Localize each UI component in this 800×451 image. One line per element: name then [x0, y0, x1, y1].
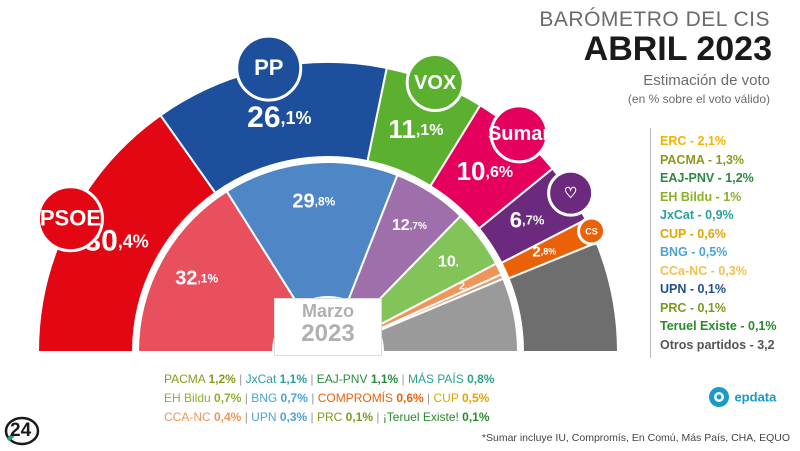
- legend-item: ERC - 2,1%: [660, 134, 726, 148]
- april-logo-text-vox: VOX: [414, 72, 457, 94]
- march-other-value: 0,5%: [461, 391, 490, 405]
- legend-item: CCa-NC - 0,3%: [660, 263, 747, 278]
- legend-item: CUP - 0,6%: [660, 226, 726, 241]
- legend-box: [650, 128, 800, 358]
- header-subtitle-note: (en % sobre el voto válido): [627, 92, 770, 106]
- legend-item: EH Bildu - 1%: [660, 189, 742, 204]
- header-title-top: BARÓMETRO DEL CIS: [539, 8, 770, 31]
- march-other-name: PRC: [316, 410, 346, 424]
- separator: |: [373, 410, 383, 424]
- march-other-name: EH Bildu: [164, 391, 215, 405]
- separator: |: [307, 391, 318, 405]
- logo-24: 24: [4, 416, 40, 446]
- april-logo-vox: [405, 53, 465, 113]
- march-other-value: 0,1%: [345, 410, 374, 424]
- march-label-year: 2023: [301, 320, 355, 347]
- header-title-main: ABRIL 2023: [583, 30, 772, 68]
- march-other-value: 0,7%: [280, 391, 308, 405]
- separator: |: [241, 391, 252, 405]
- april-logo-text-cs: CS: [585, 226, 598, 236]
- separator: |: [423, 391, 434, 405]
- march-other-value: 0,8%: [467, 372, 495, 386]
- separator: |: [307, 410, 317, 424]
- march-others-line-1: PACMA 1,2% | JxCat 1,1% | EAJ-PNV 1,1% |…: [164, 370, 494, 389]
- march-others-line-2: EH Bildu 0,7% | BNG 0,7% | COMPROMÍS 0,6…: [164, 389, 494, 408]
- header-subtitle: Estimación de voto: [643, 72, 770, 89]
- march-other-name: BNG: [251, 391, 281, 405]
- april-value-label-podemos: 6,7%: [510, 207, 545, 232]
- epdata-icon: [709, 387, 729, 407]
- march-other-name: ¡Teruel Existe!: [382, 410, 463, 424]
- separator: |: [241, 410, 252, 424]
- april-logo-cs: [577, 216, 607, 246]
- march-other-value: 1,1%: [279, 372, 307, 386]
- march-other-value: 1,1%: [370, 372, 399, 386]
- march-other-value: 1,2%: [208, 372, 236, 386]
- april-logo-pp: [235, 34, 303, 102]
- march-other-value: 0,3%: [279, 410, 308, 424]
- march-value-label-pp: 29,8%: [292, 191, 335, 213]
- april-value-label-vox: 11,1%: [388, 114, 443, 144]
- march-other-name: EAJ-PNV: [316, 372, 371, 386]
- april-logo-podemos: [547, 169, 595, 217]
- april-logo-sumar: [489, 104, 549, 164]
- footnote: *Sumar incluye IU, Compromís, En Comú, M…: [481, 432, 790, 444]
- legend-item: BNG - 0,5%: [660, 245, 728, 259]
- march-other-value: 0,7%: [214, 391, 242, 405]
- april-value-label-sumar: 10,6%: [457, 156, 513, 186]
- april-logo-text-pp: PP: [254, 55, 283, 80]
- april-logo-psoe: [36, 185, 104, 253]
- march-2023-labels: 32,1% 29,8% 12,7% 10,2,: [175, 191, 467, 292]
- logo-24-text: 24: [10, 420, 32, 441]
- march-other-name: UPN: [251, 410, 280, 424]
- march-other-value: 0,6%: [396, 391, 424, 405]
- march-others-box: PACMA 1,2% | JxCat 1,1% | EAJ-PNV 1,1% |…: [164, 370, 494, 427]
- april-2023-labels: 30,4%PSOE26,1%PP11,1%VOX10,6%Sumar6,7%♡2…: [36, 34, 607, 261]
- march-2023-ring: [136, 161, 520, 353]
- march-value-label-vox: 10,: [438, 254, 459, 271]
- march-other-value: 0,4%: [214, 410, 242, 424]
- legend-item: PACMA - 1,3%: [660, 152, 745, 167]
- april-logo-text-sumar: Sumar: [488, 123, 550, 145]
- march-other-name: MÁS PAÍS: [407, 372, 468, 386]
- separator: |: [398, 372, 408, 386]
- march-other-name: JxCat: [245, 372, 280, 386]
- legend-item: Teruel Existe - 0,1%: [660, 319, 777, 333]
- march-other-name: PACMA: [164, 372, 209, 386]
- logo-24-icon: [4, 416, 40, 446]
- separator: |: [235, 372, 246, 386]
- epdata-text: epdata: [734, 389, 777, 405]
- april-logo-text-podemos: ♡: [564, 185, 577, 202]
- april-value-label-cs: 2,8%: [532, 244, 556, 261]
- legend-item: EAJ-PNV - 1,2%: [660, 171, 754, 185]
- epdata-logo: epdata: [708, 386, 776, 408]
- legend-item: JxCat - 0,9%: [660, 208, 734, 222]
- april-value-label-pp: 26,1%: [247, 101, 311, 134]
- march-label-box: Marzo 2023: [274, 298, 382, 356]
- march-other-name: COMPROMÍS: [317, 391, 397, 405]
- april-logo-text-psoe: PSOE: [40, 206, 101, 231]
- march-value-label-psoe: 32,1%: [175, 268, 218, 290]
- separator: |: [307, 372, 317, 386]
- march-label-month: Marzo: [301, 301, 354, 321]
- legend-item: UPN - 0,1%: [660, 282, 726, 296]
- march-other-name: CCA-NC: [164, 410, 214, 424]
- legend-item: Otros partidos - 3,2: [660, 337, 775, 352]
- march-others-line-3: CCA-NC 0,4% | UPN 0,3% | PRC 0,1% | ¡Ter…: [164, 408, 494, 427]
- april-slice-otros: [507, 241, 620, 353]
- march-value-label-cs: 2,: [459, 280, 467, 292]
- legend-item: PRC - 0,1%: [660, 300, 726, 315]
- march-other-name: CUP: [433, 391, 462, 405]
- march-value-label-podemos: 12,7%: [392, 217, 427, 234]
- march-other-value: 0,1%: [462, 410, 490, 424]
